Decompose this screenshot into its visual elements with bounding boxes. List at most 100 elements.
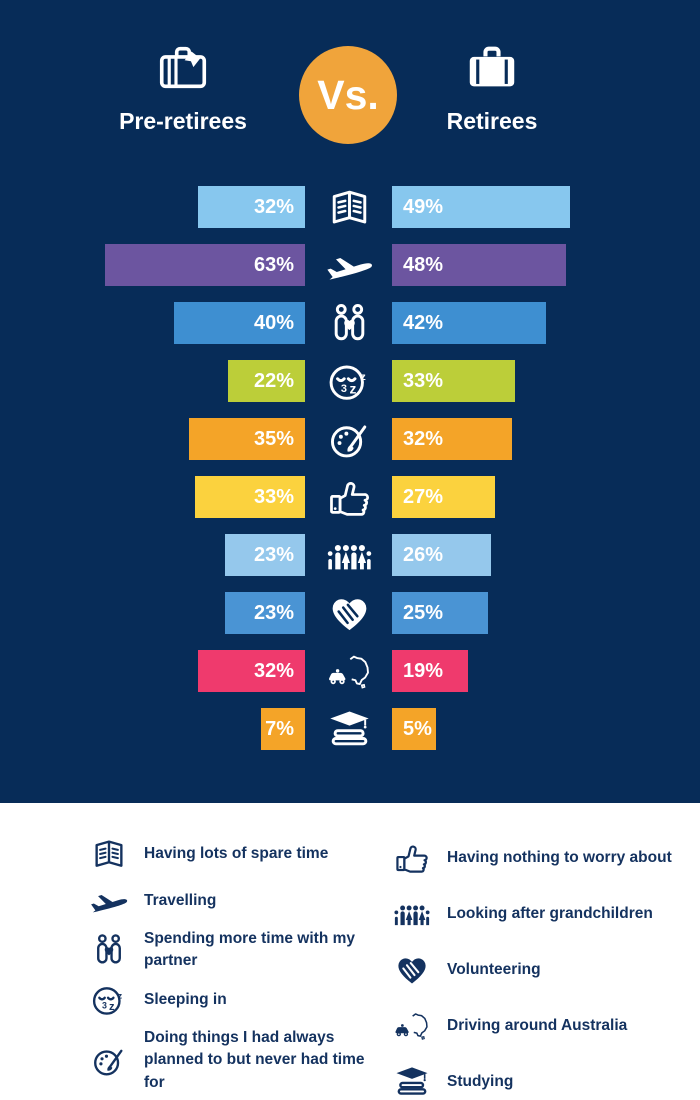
pre-retirees-bar: 33% bbox=[195, 476, 305, 518]
pre-retirees-bar: 32% bbox=[198, 650, 305, 692]
spare-time-book-icon bbox=[88, 834, 130, 874]
graduation-books-icon bbox=[324, 705, 374, 753]
pre-retirees-bar: 35% bbox=[189, 418, 305, 460]
partner-couple-icon bbox=[88, 930, 130, 970]
legend-item: Having nothing to worry about bbox=[391, 838, 691, 878]
retirees-bar: 48% bbox=[392, 244, 567, 286]
travelling-plane-icon bbox=[88, 881, 130, 921]
chart-row: 32% 19% bbox=[0, 650, 700, 692]
chart-row: 7% 5% bbox=[0, 708, 700, 750]
retirees-bar: 49% bbox=[392, 186, 570, 228]
spare-time-book-icon bbox=[324, 183, 374, 231]
legend-item-label: Studying bbox=[447, 1072, 514, 1090]
pre-retirees-value: 23% bbox=[253, 601, 294, 624]
retirees-bar: 33% bbox=[392, 360, 516, 402]
retirees-bar: 5% bbox=[392, 708, 436, 750]
pre-retirees-bar: 32% bbox=[198, 186, 305, 228]
retirees-value: 26% bbox=[403, 543, 444, 566]
pre-retirees-value: 22% bbox=[253, 369, 294, 392]
retirees-bar: 25% bbox=[392, 592, 488, 634]
pre-retirees-value: 33% bbox=[253, 485, 294, 508]
pre-retirees-bar: 63% bbox=[105, 244, 305, 286]
sleeping-face-icon bbox=[324, 357, 374, 405]
vs-text: Vs. bbox=[317, 71, 379, 118]
retirees-bar: 42% bbox=[392, 302, 546, 344]
pre-retirees-bar: 40% bbox=[174, 302, 305, 344]
chart-row: 23% 26% bbox=[0, 534, 700, 576]
legend-item-label: Doing things I had always planned to but… bbox=[144, 1028, 365, 1091]
chart-row: 22% 33% bbox=[0, 360, 700, 402]
retirees-value: 32% bbox=[403, 427, 444, 450]
legend-item: Doing things I had always planned to but… bbox=[88, 1027, 388, 1094]
pre-retirees-value: 35% bbox=[253, 427, 294, 450]
pre-retirees-value: 32% bbox=[253, 659, 294, 682]
pre-retirees-bar: 22% bbox=[228, 360, 305, 402]
legend-item: Driving around Australia bbox=[391, 1006, 691, 1046]
retirees-value: 25% bbox=[403, 601, 444, 624]
heart-in-hands-icon bbox=[391, 950, 433, 990]
chart-row: 23% 25% bbox=[0, 592, 700, 634]
heart-in-hands-icon bbox=[324, 589, 374, 637]
legend-item: Spending more time with my partner bbox=[88, 928, 388, 973]
legend-item: Looking after grandchildren bbox=[391, 894, 691, 934]
comparison-section: Pre-retirees Vs. Retirees 32% 49% 63% bbox=[0, 0, 700, 803]
retirees-value: 49% bbox=[403, 195, 444, 218]
chart-row: 32% 49% bbox=[0, 186, 700, 228]
pre-retirees-bar: 7% bbox=[261, 708, 305, 750]
pre-retirees-value: 32% bbox=[253, 195, 294, 218]
retirees-value: 33% bbox=[403, 369, 444, 392]
thumbs-up-icon bbox=[324, 473, 374, 521]
car-australia-icon bbox=[391, 1006, 433, 1046]
pre-retirees-bar: 23% bbox=[225, 592, 305, 634]
legend-item-label: Having lots of spare time bbox=[144, 844, 329, 862]
legend-left-column: Having lots of spare time Travelling Spe… bbox=[88, 834, 388, 1100]
retirees-value: 27% bbox=[403, 485, 444, 508]
pre-retirees-label: Pre-retirees bbox=[119, 108, 247, 134]
hobby-palette-icon bbox=[324, 415, 374, 463]
retirees-value: 42% bbox=[403, 311, 444, 334]
legend-item: Sleeping in bbox=[88, 980, 388, 1020]
graduation-books-icon bbox=[391, 1062, 433, 1100]
pre-retirees-header: Pre-retirees bbox=[83, 38, 283, 135]
chart-row: 33% 27% bbox=[0, 476, 700, 518]
retirees-bar: 32% bbox=[392, 418, 512, 460]
grandchildren-family-icon bbox=[324, 531, 374, 579]
vs-badge: Vs. bbox=[299, 46, 397, 144]
car-australia-icon bbox=[324, 647, 374, 695]
legend-right-column: Having nothing to worry about Looking af… bbox=[391, 838, 691, 1100]
bar-chart: 32% 49% 63% 48% 40% 42% 22% bbox=[0, 186, 700, 766]
grandchildren-family-icon bbox=[391, 894, 433, 934]
partner-couple-icon bbox=[324, 299, 374, 347]
legend-item-label: Travelling bbox=[144, 891, 217, 909]
thumbs-up-icon bbox=[391, 838, 433, 878]
legend-item-label: Having nothing to worry about bbox=[447, 848, 672, 866]
legend-item-label: Spending more time with my partner bbox=[144, 930, 355, 970]
legend-panel: Having lots of spare time Travelling Spe… bbox=[0, 803, 700, 1100]
pre-retirees-value: 23% bbox=[253, 543, 294, 566]
retirees-label: Retirees bbox=[446, 108, 538, 134]
legend-item: Having lots of spare time bbox=[88, 834, 388, 874]
retirees-value: 5% bbox=[403, 717, 432, 740]
retirees-value: 19% bbox=[403, 659, 444, 682]
retirees-bar: 19% bbox=[392, 650, 468, 692]
retirees-header: Retirees bbox=[392, 38, 592, 135]
retirees-bar: 27% bbox=[392, 476, 495, 518]
pre-retirees-value: 7% bbox=[265, 717, 294, 740]
travelling-plane-icon bbox=[324, 241, 374, 289]
suitcase-icon bbox=[458, 38, 526, 98]
pre-retirees-value: 63% bbox=[253, 253, 294, 276]
legend-item-label: Sleeping in bbox=[144, 990, 227, 1008]
legend-item: Travelling bbox=[88, 881, 388, 921]
legend-item-label: Volunteering bbox=[447, 960, 541, 978]
suitcase-tag-icon bbox=[149, 38, 217, 98]
chart-row: 35% 32% bbox=[0, 418, 700, 460]
legend-item-label: Driving around Australia bbox=[447, 1016, 628, 1034]
retirees-bar: 26% bbox=[392, 534, 492, 576]
legend-item-label: Looking after grandchildren bbox=[447, 904, 653, 922]
pre-retirees-bar: 23% bbox=[225, 534, 305, 576]
sleeping-face-icon bbox=[88, 980, 130, 1020]
pre-retirees-value: 40% bbox=[253, 311, 294, 334]
chart-row: 63% 48% bbox=[0, 244, 700, 286]
hobby-palette-icon bbox=[88, 1041, 130, 1081]
